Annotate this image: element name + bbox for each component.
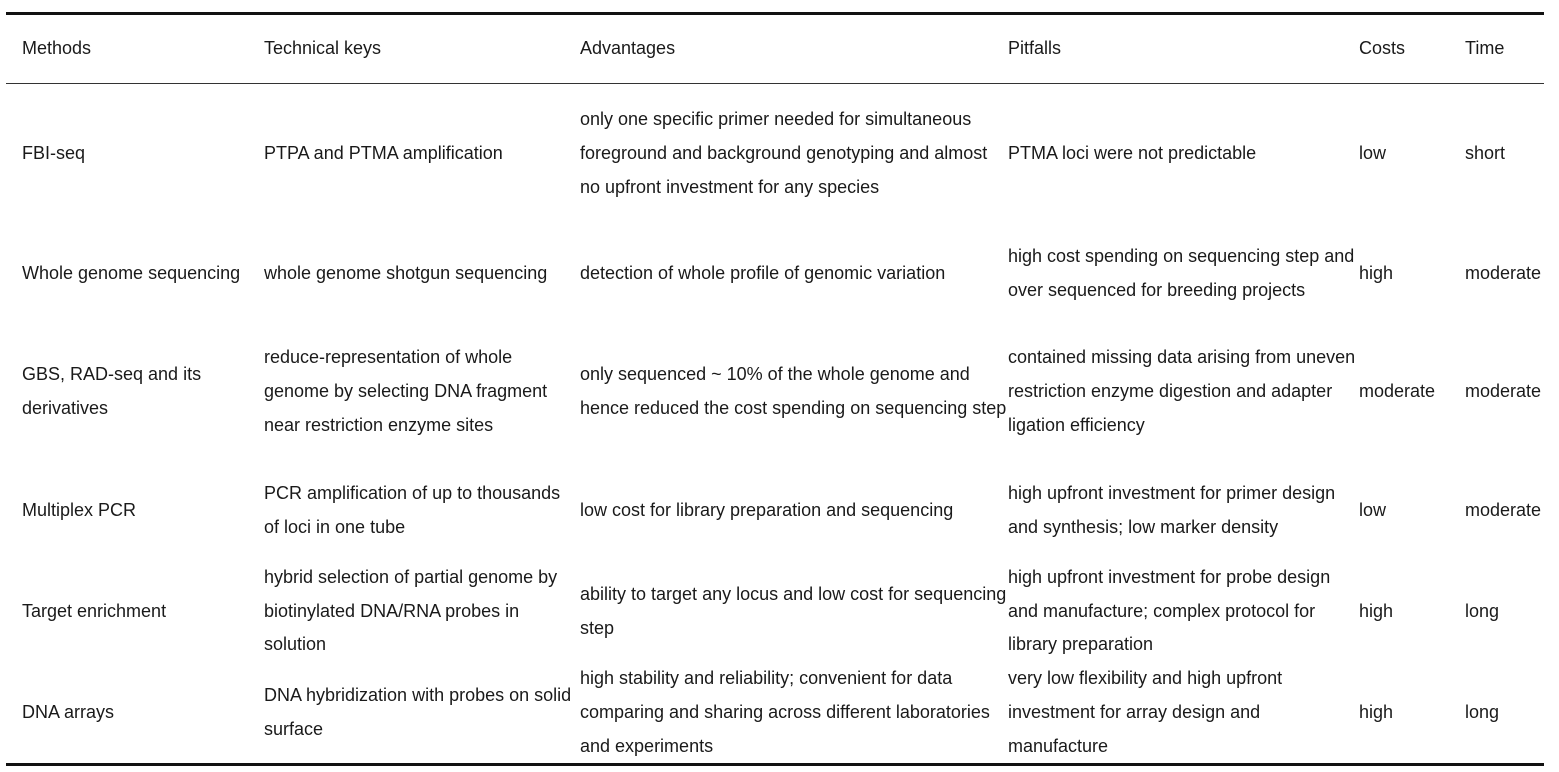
cell-time: long	[1465, 600, 1500, 621]
cell-time: moderate	[1465, 381, 1542, 402]
comparison-table-body: FBI-seq PTPA and PTMA amplification only…	[6, 84, 1559, 763]
cell-advantages: low cost for library preparation and seq…	[580, 499, 954, 520]
cell-technical-keys: PCR amplification of up to thousands of …	[264, 482, 561, 537]
table-bottom-rule	[6, 763, 1544, 767]
header-technical-keys: Technical keys	[264, 38, 382, 59]
table-row: GBS, RAD-seq and its derivatives reduce-…	[6, 324, 1559, 460]
header-pitfalls: Pitfalls	[1008, 38, 1062, 59]
cell-time: short	[1465, 143, 1506, 164]
header-row: Methods Technical keys Advantages Pitfal…	[6, 15, 1559, 83]
cell-method: DNA arrays	[22, 701, 115, 722]
cell-pitfalls: PTMA loci were not predictable	[1008, 143, 1257, 164]
table-row: Whole genome sequencing whole genome sho…	[6, 224, 1559, 324]
table-header: Methods Technical keys Advantages Pitfal…	[6, 15, 1559, 83]
cell-costs: moderate	[1359, 381, 1436, 402]
table-row: Multiplex PCR PCR amplification of up to…	[6, 460, 1559, 561]
cell-advantages: only one specific primer needed for simu…	[580, 109, 988, 197]
cell-costs: low	[1359, 143, 1387, 164]
cell-pitfalls: very low flexibility and high upfront in…	[1008, 668, 1283, 756]
header-rule	[6, 83, 1544, 84]
methods-comparison-table: Methods Technical keys Advantages Pitfal…	[6, 12, 1544, 767]
header-methods: Methods	[22, 38, 92, 59]
cell-pitfalls: contained missing data arising from unev…	[1008, 347, 1356, 435]
cell-time: moderate	[1465, 263, 1542, 284]
table-row: Target enrichment hybrid selection of pa…	[6, 561, 1559, 662]
cell-method: GBS, RAD-seq and its derivatives	[22, 364, 202, 418]
cell-method: Target enrichment	[22, 600, 167, 621]
cell-technical-keys: DNA hybridization with probes on solid s…	[264, 684, 572, 739]
header-time: Time	[1465, 38, 1505, 59]
comparison-table: Methods Technical keys Advantages Pitfal…	[6, 15, 1559, 83]
table-row: FBI-seq PTPA and PTMA amplification only…	[6, 84, 1559, 224]
header-advantages: Advantages	[580, 38, 676, 59]
cell-technical-keys: PTPA and PTMA amplification	[264, 143, 503, 164]
cell-time: moderate	[1465, 499, 1542, 520]
cell-method: Multiplex PCR	[22, 499, 137, 520]
cell-method: Whole genome sequencing	[22, 263, 241, 284]
cell-time: long	[1465, 701, 1500, 722]
cell-costs: high	[1359, 600, 1394, 621]
table-top-rule	[6, 12, 1544, 15]
cell-pitfalls: high cost spending on sequencing step an…	[1008, 246, 1355, 300]
cell-technical-keys: hybrid selection of partial genome by bi…	[264, 567, 558, 655]
cell-technical-keys: reduce-representation of whole genome by…	[264, 347, 548, 435]
cell-advantages: ability to target any locus and low cost…	[580, 583, 1007, 638]
cell-advantages: detection of whole profile of genomic va…	[580, 263, 946, 284]
table-row: DNA arrays DNA hybridization with probes…	[6, 662, 1559, 763]
cell-costs: low	[1359, 499, 1387, 520]
cell-advantages: only sequenced ~ 10% of the whole genome…	[580, 364, 1007, 418]
cell-costs: high	[1359, 263, 1394, 284]
cell-method: FBI-seq	[22, 143, 86, 164]
cell-costs: high	[1359, 701, 1394, 722]
header-costs: Costs	[1359, 38, 1406, 59]
cell-pitfalls: high upfront investment for primer desig…	[1008, 482, 1336, 537]
cell-technical-keys: whole genome shotgun sequencing	[264, 263, 548, 284]
cell-pitfalls: high upfront investment for probe design…	[1008, 567, 1331, 655]
cell-advantages: high stability and reliability; convenie…	[580, 668, 990, 756]
